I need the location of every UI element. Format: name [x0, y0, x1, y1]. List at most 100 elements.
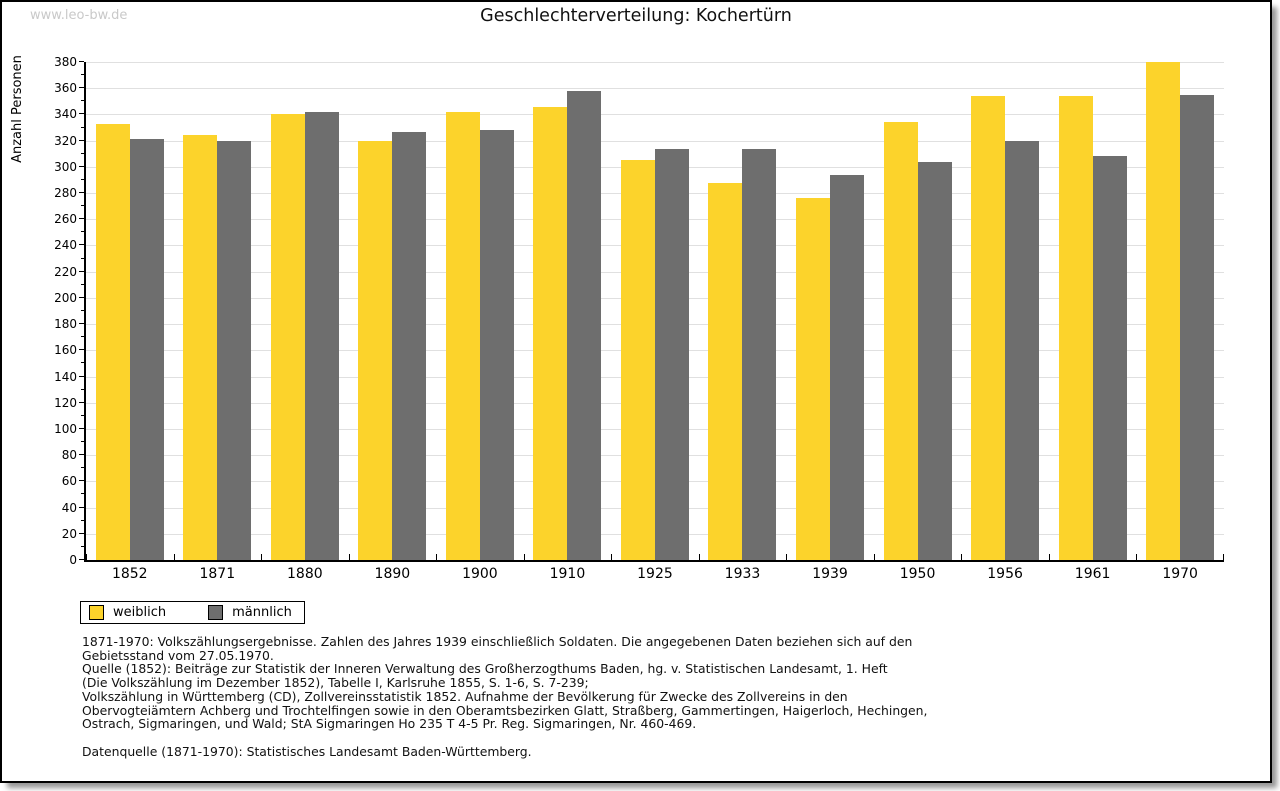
y-axis-title: Anzahl Personen — [10, 55, 25, 163]
bar-group-1925 — [611, 62, 699, 560]
y-tick-label-260: 260 — [54, 212, 77, 226]
footnote-line: Obervogteiämtern Achberg und Trochtelfin… — [82, 702, 928, 718]
bar-group-1890 — [349, 62, 437, 560]
x-label-1871: 1871 — [199, 566, 236, 582]
bar-group-1871 — [174, 62, 262, 560]
bar-männlich-1925 — [654, 148, 689, 560]
y-tick-label-300: 300 — [54, 160, 77, 174]
x-label-1852: 1852 — [111, 566, 148, 582]
y-tick-300 — [79, 166, 84, 167]
bars-layer — [86, 62, 1224, 560]
bar-weiblich-1871 — [183, 135, 218, 560]
legend-label-weiblich: weiblich — [113, 605, 167, 620]
y-minor-tick-170 — [81, 336, 84, 337]
y-minor-tick-330 — [81, 127, 84, 128]
y-axis-ticks-layer: 0 20 40 60 80 100 120 140 160 180 200 220 240 260 280 3… — [54, 55, 1224, 567]
bar-weiblich-1961 — [1058, 96, 1093, 560]
x-tick-12 — [1136, 554, 1137, 560]
x-label-1950: 1950 — [899, 566, 936, 582]
legend-swatch-maennlich — [208, 605, 224, 620]
y-tick-label-320: 320 — [54, 134, 77, 148]
y-minor-tick-190 — [81, 310, 84, 311]
footnotes: 1871-1970: Volkszählungsergebnisse. Zahl… — [82, 635, 927, 759]
x-label-1933: 1933 — [724, 566, 761, 582]
y-minor-tick-290 — [81, 179, 84, 180]
y-tick-label-380: 380 — [54, 55, 77, 69]
bar-weiblich-1890 — [358, 140, 393, 560]
bar-group-1933 — [699, 62, 787, 560]
bar-group-1970 — [1136, 62, 1224, 560]
y-tick-label-240: 240 — [54, 238, 77, 252]
y-tick-label-220: 220 — [54, 265, 77, 279]
bar-männlich-1961 — [1092, 156, 1127, 560]
y-tick-280 — [79, 192, 84, 193]
y-tick-label-360: 360 — [54, 81, 77, 95]
legend-swatch-weiblich — [89, 605, 104, 620]
y-tick-label-160: 160 — [54, 343, 77, 357]
plot-area: 0 20 40 60 80 100 120 140 160 180 200 220 240 260 280 3… — [54, 55, 1224, 567]
x-label-1925: 1925 — [637, 566, 673, 582]
y-tick-380 — [79, 61, 84, 62]
bar-group-1961 — [1049, 62, 1137, 560]
bar-männlich-1939 — [830, 174, 865, 560]
y-tick-label-0: 0 — [69, 553, 77, 567]
y-tick-label-60: 60 — [61, 474, 77, 488]
footnote-line: Gebietsstand vom 27.05.1970. — [82, 647, 274, 663]
bar-weiblich-1950 — [883, 122, 918, 560]
y-minor-tick-110 — [81, 415, 84, 416]
y-minor-tick-310 — [81, 153, 84, 154]
gridline-360 — [86, 88, 1224, 89]
x-tick-3 — [349, 554, 350, 560]
bar-group-1852 — [86, 62, 174, 560]
bar-group-1956 — [961, 62, 1049, 560]
x-axis-labels: 1852 1871 1880 1890 1900 1910 1925 1933 1939 1950… — [86, 566, 1224, 582]
y-tick-80 — [79, 454, 84, 455]
y-minor-tick-70 — [81, 467, 84, 468]
y-tick-260 — [79, 218, 84, 219]
gridline-340 — [86, 114, 1224, 115]
bar-group-1939 — [786, 62, 874, 560]
y-minor-tick-90 — [81, 441, 84, 442]
bar-weiblich-1939 — [796, 198, 831, 560]
y-minor-tick-150 — [81, 362, 84, 363]
legend: weiblich männlich — [80, 601, 305, 624]
legend-label-maennlich: männlich — [232, 605, 292, 620]
x-tick-2 — [261, 554, 262, 560]
y-tick-160 — [79, 349, 84, 350]
x-label-1880: 1880 — [287, 566, 323, 582]
bar-weiblich-1852 — [95, 123, 130, 560]
footnote-spacer — [82, 731, 927, 745]
bar-männlich-1852 — [129, 139, 164, 560]
datasource-line: Datenquelle (1871-1970): Statistisches L… — [82, 743, 532, 759]
footnote-line: Volkszählung in Württemberg (CD), Zollve… — [82, 688, 848, 704]
bar-männlich-1950 — [917, 161, 952, 560]
x-label-1961: 1961 — [1074, 566, 1111, 582]
y-tick-label-120: 120 — [54, 396, 77, 410]
x-tick-10 — [961, 554, 962, 560]
y-tick-label-100: 100 — [54, 422, 77, 436]
bar-männlich-1890 — [392, 131, 427, 560]
y-minor-tick-50 — [81, 493, 84, 494]
bar-weiblich-1900 — [445, 111, 480, 560]
y-tick-340 — [79, 113, 84, 114]
y-tick-120 — [79, 402, 84, 403]
y-minor-tick-370 — [81, 74, 84, 75]
y-tick-label-20: 20 — [61, 527, 77, 541]
bar-weiblich-1970 — [1146, 62, 1181, 560]
x-tick-0 — [86, 554, 87, 560]
y-tick-360 — [79, 87, 84, 88]
footnote-line: Ostrach, Sigmaringen, und Wald; StA Sigm… — [82, 716, 697, 732]
x-label-1939: 1939 — [812, 566, 848, 582]
site-watermark: www.leo-bw.de — [30, 8, 128, 23]
bar-weiblich-1880 — [270, 114, 305, 560]
bar-männlich-1900 — [479, 130, 514, 560]
x-tick-5 — [524, 554, 525, 560]
bar-weiblich-1956 — [971, 96, 1006, 560]
x-tick-13 — [1223, 554, 1224, 560]
bar-group-1880 — [261, 62, 349, 560]
y-tick-140 — [79, 376, 84, 377]
y-minor-tick-210 — [81, 284, 84, 285]
y-tick-0 — [79, 559, 84, 560]
bar-group-1950 — [874, 62, 962, 560]
